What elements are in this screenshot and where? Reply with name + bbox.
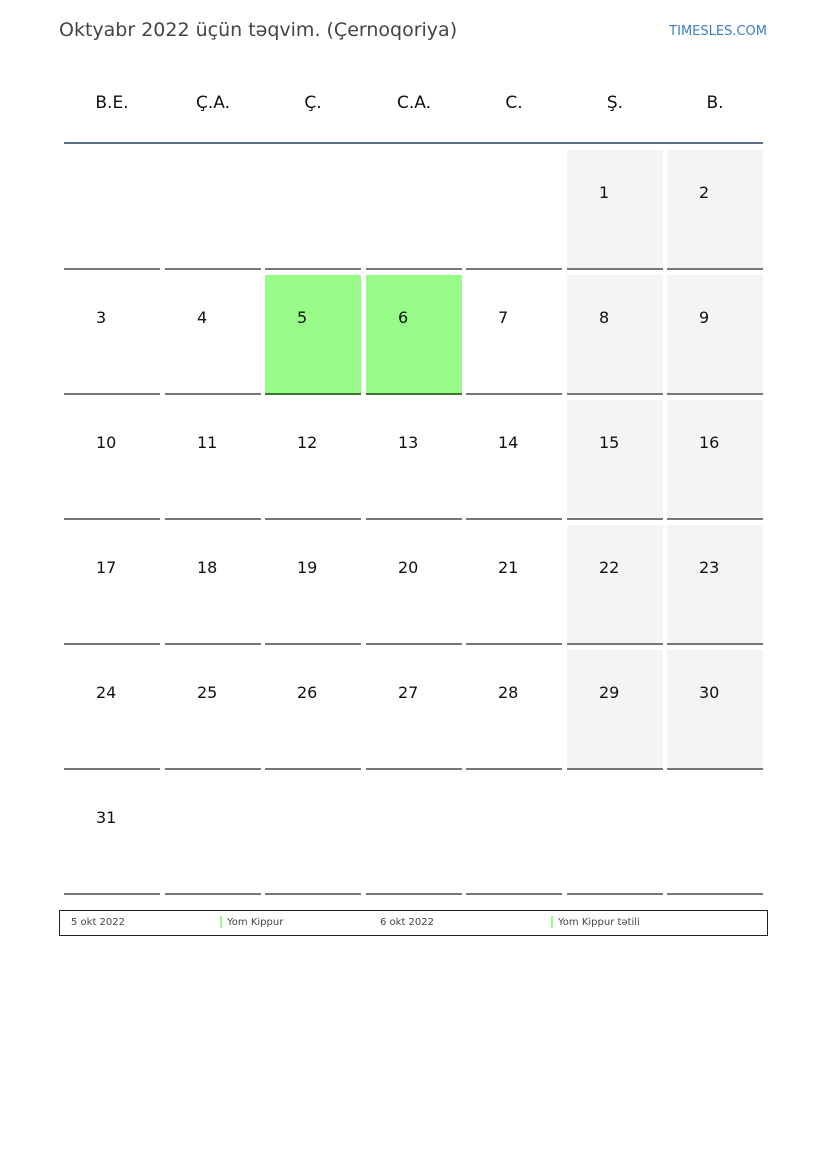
day-cell: 16 [667, 400, 763, 520]
day-number: 14 [498, 433, 519, 452]
day-cell: 31 [64, 775, 160, 895]
day-number: 1 [599, 183, 610, 202]
day-number: 16 [699, 433, 720, 452]
day-cell: 12 [265, 400, 361, 520]
day-number: 31 [96, 808, 117, 827]
day-cell: 17 [64, 525, 160, 645]
day-cell: 18 [165, 525, 261, 645]
day-number: 18 [197, 558, 218, 577]
day-cell [567, 775, 663, 895]
day-number: 22 [599, 558, 620, 577]
day-number: 6 [398, 308, 409, 327]
day-cell: 8 [567, 275, 663, 395]
day-cell: 9 [667, 275, 763, 395]
day-number: 11 [197, 433, 218, 452]
day-number: 27 [398, 683, 419, 702]
day-cell [165, 150, 261, 270]
day-cell: 23 [667, 525, 763, 645]
day-cell: 5 [265, 275, 361, 395]
legend-date: 5 okt 2022 [71, 917, 125, 928]
legend-color-marker [220, 916, 222, 928]
day-number: 8 [599, 308, 610, 327]
day-number: 25 [197, 683, 218, 702]
day-number: 28 [498, 683, 519, 702]
day-cell [667, 775, 763, 895]
day-number: 2 [699, 183, 710, 202]
weekday-header: Ç.A. [195, 93, 230, 113]
legend-date: 6 okt 2022 [380, 917, 434, 928]
day-cell: 14 [466, 400, 562, 520]
page-title: Oktyabr 2022 üçün təqvim. (Çernoqoriya) [59, 19, 458, 41]
day-cell: 11 [165, 400, 261, 520]
day-number: 19 [297, 558, 318, 577]
day-cell: 20 [366, 525, 462, 645]
day-cell [466, 150, 562, 270]
day-cell: 21 [466, 525, 562, 645]
day-number: 23 [699, 558, 720, 577]
day-cell [64, 150, 160, 270]
weekday-header: Ç. [304, 93, 322, 113]
day-number: 21 [498, 558, 519, 577]
day-number: 29 [599, 683, 620, 702]
day-cell [265, 150, 361, 270]
day-number: 20 [398, 558, 419, 577]
day-cell: 29 [567, 650, 663, 770]
day-number: 7 [498, 308, 509, 327]
day-cell [165, 775, 261, 895]
legend-holiday-name: Yom Kippur [227, 917, 284, 928]
day-cell: 22 [567, 525, 663, 645]
day-cell: 4 [165, 275, 261, 395]
weekday-header: C. [505, 93, 523, 113]
day-cell: 7 [466, 275, 562, 395]
day-cell: 15 [567, 400, 663, 520]
day-number: 12 [297, 433, 318, 452]
day-cell: 1 [567, 150, 663, 270]
day-cell: 10 [64, 400, 160, 520]
day-cell: 27 [366, 650, 462, 770]
day-number: 13 [398, 433, 419, 452]
header-divider [64, 142, 763, 144]
day-cell [366, 150, 462, 270]
day-cell: 19 [265, 525, 361, 645]
day-cell [366, 775, 462, 895]
brand-link[interactable]: TIMESLES.COM [669, 24, 767, 39]
day-number: 30 [699, 683, 720, 702]
day-cell: 13 [366, 400, 462, 520]
weekday-header: C.A. [396, 93, 431, 113]
day-number: 5 [297, 308, 308, 327]
weekday-header: Ş. [606, 93, 624, 113]
weekday-header: B.E. [95, 93, 129, 113]
legend-color-marker [551, 916, 553, 928]
day-number: 9 [699, 308, 710, 327]
day-cell [265, 775, 361, 895]
day-cell [466, 775, 562, 895]
day-number: 15 [599, 433, 620, 452]
day-number: 17 [96, 558, 117, 577]
day-number: 4 [197, 308, 208, 327]
day-cell: 30 [667, 650, 763, 770]
legend-holiday-name: Yom Kippur tətili [558, 917, 640, 928]
day-cell: 3 [64, 275, 160, 395]
day-cell: 28 [466, 650, 562, 770]
day-cell: 2 [667, 150, 763, 270]
day-cell: 26 [265, 650, 361, 770]
weekday-header: B. [706, 93, 724, 113]
day-cell: 6 [366, 275, 462, 395]
day-number: 10 [96, 433, 117, 452]
day-number: 26 [297, 683, 318, 702]
day-number: 3 [96, 308, 107, 327]
holiday-legend: 5 okt 2022 Yom Kippur 6 okt 2022 Yom Kip… [59, 910, 768, 936]
day-cell: 25 [165, 650, 261, 770]
day-cell: 24 [64, 650, 160, 770]
day-number: 24 [96, 683, 117, 702]
